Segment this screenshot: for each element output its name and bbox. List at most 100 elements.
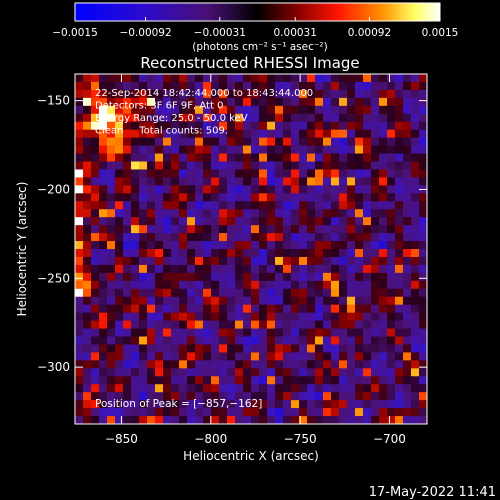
heatmap-cell (419, 121, 428, 131)
heatmap-cell (347, 209, 356, 218)
heatmap-cell (211, 392, 220, 401)
heatmap-cell (243, 169, 252, 178)
heatmap-cell (403, 97, 412, 107)
heatmap-cell (163, 89, 172, 99)
heatmap-cell (179, 225, 188, 234)
heatmap-cell (371, 105, 380, 115)
heatmap-cell (131, 241, 140, 250)
heatmap-cell (379, 241, 388, 250)
heatmap-cell (395, 360, 404, 369)
heatmap-cell (243, 185, 252, 194)
heatmap-cell (371, 145, 380, 154)
heatmap-cell (355, 304, 364, 314)
heatmap-cell (171, 97, 180, 107)
heatmap-cell (299, 360, 308, 369)
heatmap-cell (75, 177, 84, 186)
heatmap-cell (307, 153, 316, 162)
heatmap-cell (131, 193, 140, 202)
heatmap-cell (99, 264, 108, 274)
heatmap-cell (355, 312, 364, 321)
heatmap-cell (291, 81, 300, 91)
heatmap-cell (147, 256, 156, 266)
heatmap-cell (339, 376, 348, 385)
heatmap-cell (403, 272, 412, 282)
heatmap-cell (219, 241, 228, 250)
heatmap-cell (91, 312, 100, 321)
heatmap-cell (171, 225, 180, 234)
heatmap-cell (291, 137, 300, 146)
heatmap-cell (403, 161, 412, 170)
heatmap-cell (203, 408, 212, 417)
heatmap-cell (139, 153, 148, 162)
heatmap-cell (283, 193, 292, 202)
heatmap-cell (347, 249, 356, 258)
heatmap-cell (131, 169, 140, 178)
heatmap-cell (331, 272, 340, 282)
heatmap-cell (171, 241, 180, 250)
heatmap-cell (131, 320, 140, 329)
heatmap-cell (315, 201, 324, 210)
heatmap-cell (235, 113, 244, 123)
heatmap-cell (195, 233, 204, 242)
heatmap-cell (107, 296, 116, 306)
heatmap-cell (187, 280, 196, 290)
heatmap-cell (163, 304, 172, 314)
heatmap-cell (299, 352, 308, 361)
heatmap-cell (403, 81, 412, 91)
heatmap-cell (187, 336, 196, 345)
heatmap-cell (123, 153, 132, 162)
heatmap-cell (251, 312, 260, 321)
heatmap-cell (275, 336, 284, 345)
heatmap-cell (83, 256, 92, 266)
heatmap-cell (315, 392, 324, 401)
heatmap-cell (243, 145, 252, 154)
heatmap-cell (91, 193, 100, 202)
heatmap-cell (379, 392, 388, 401)
heatmap-cell (243, 288, 252, 298)
heatmap-cell (355, 225, 364, 234)
heatmap-cell (235, 400, 244, 409)
heatmap-cell (387, 105, 396, 115)
heatmap-cell (235, 81, 244, 91)
heatmap-cell (371, 368, 380, 377)
heatmap-cell (83, 376, 92, 385)
heatmap-cell (107, 185, 116, 194)
heatmap-cell (155, 81, 164, 91)
heatmap-cell (283, 416, 292, 425)
heatmap-cell (419, 97, 428, 107)
heatmap-cell (211, 81, 220, 91)
heatmap-cell (203, 264, 212, 274)
heatmap-cell (107, 344, 116, 353)
heatmap-cell (139, 376, 148, 385)
heatmap-cell (291, 201, 300, 210)
heatmap-cell (259, 97, 268, 107)
heatmap-cell (291, 336, 300, 345)
heatmap-cell (91, 296, 100, 306)
heatmap-cell (211, 169, 220, 178)
heatmap-cell (195, 384, 204, 393)
heatmap-cell (299, 344, 308, 353)
heatmap-cell (283, 129, 292, 139)
heatmap-cell (291, 352, 300, 361)
heatmap-cell (419, 241, 428, 250)
heatmap-cell (419, 408, 428, 417)
heatmap-cell (347, 256, 356, 266)
heatmap-cell (91, 137, 100, 146)
heatmap-cell (379, 169, 388, 178)
heatmap-cell (227, 368, 236, 377)
heatmap-cell (155, 145, 164, 154)
heatmap-cell (107, 153, 116, 162)
heatmap-cell (123, 177, 132, 186)
heatmap-cell (411, 81, 420, 91)
heatmap-cell (123, 360, 132, 369)
heatmap-cell (107, 145, 116, 154)
heatmap-cell (259, 249, 268, 258)
heatmap-cell (227, 376, 236, 385)
heatmap-cell (387, 113, 396, 123)
heatmap-cell (123, 344, 132, 353)
heatmap-cell (275, 217, 284, 226)
heatmap-cell (211, 288, 220, 298)
heatmap-cell (243, 408, 252, 417)
heatmap-cell (131, 89, 140, 99)
